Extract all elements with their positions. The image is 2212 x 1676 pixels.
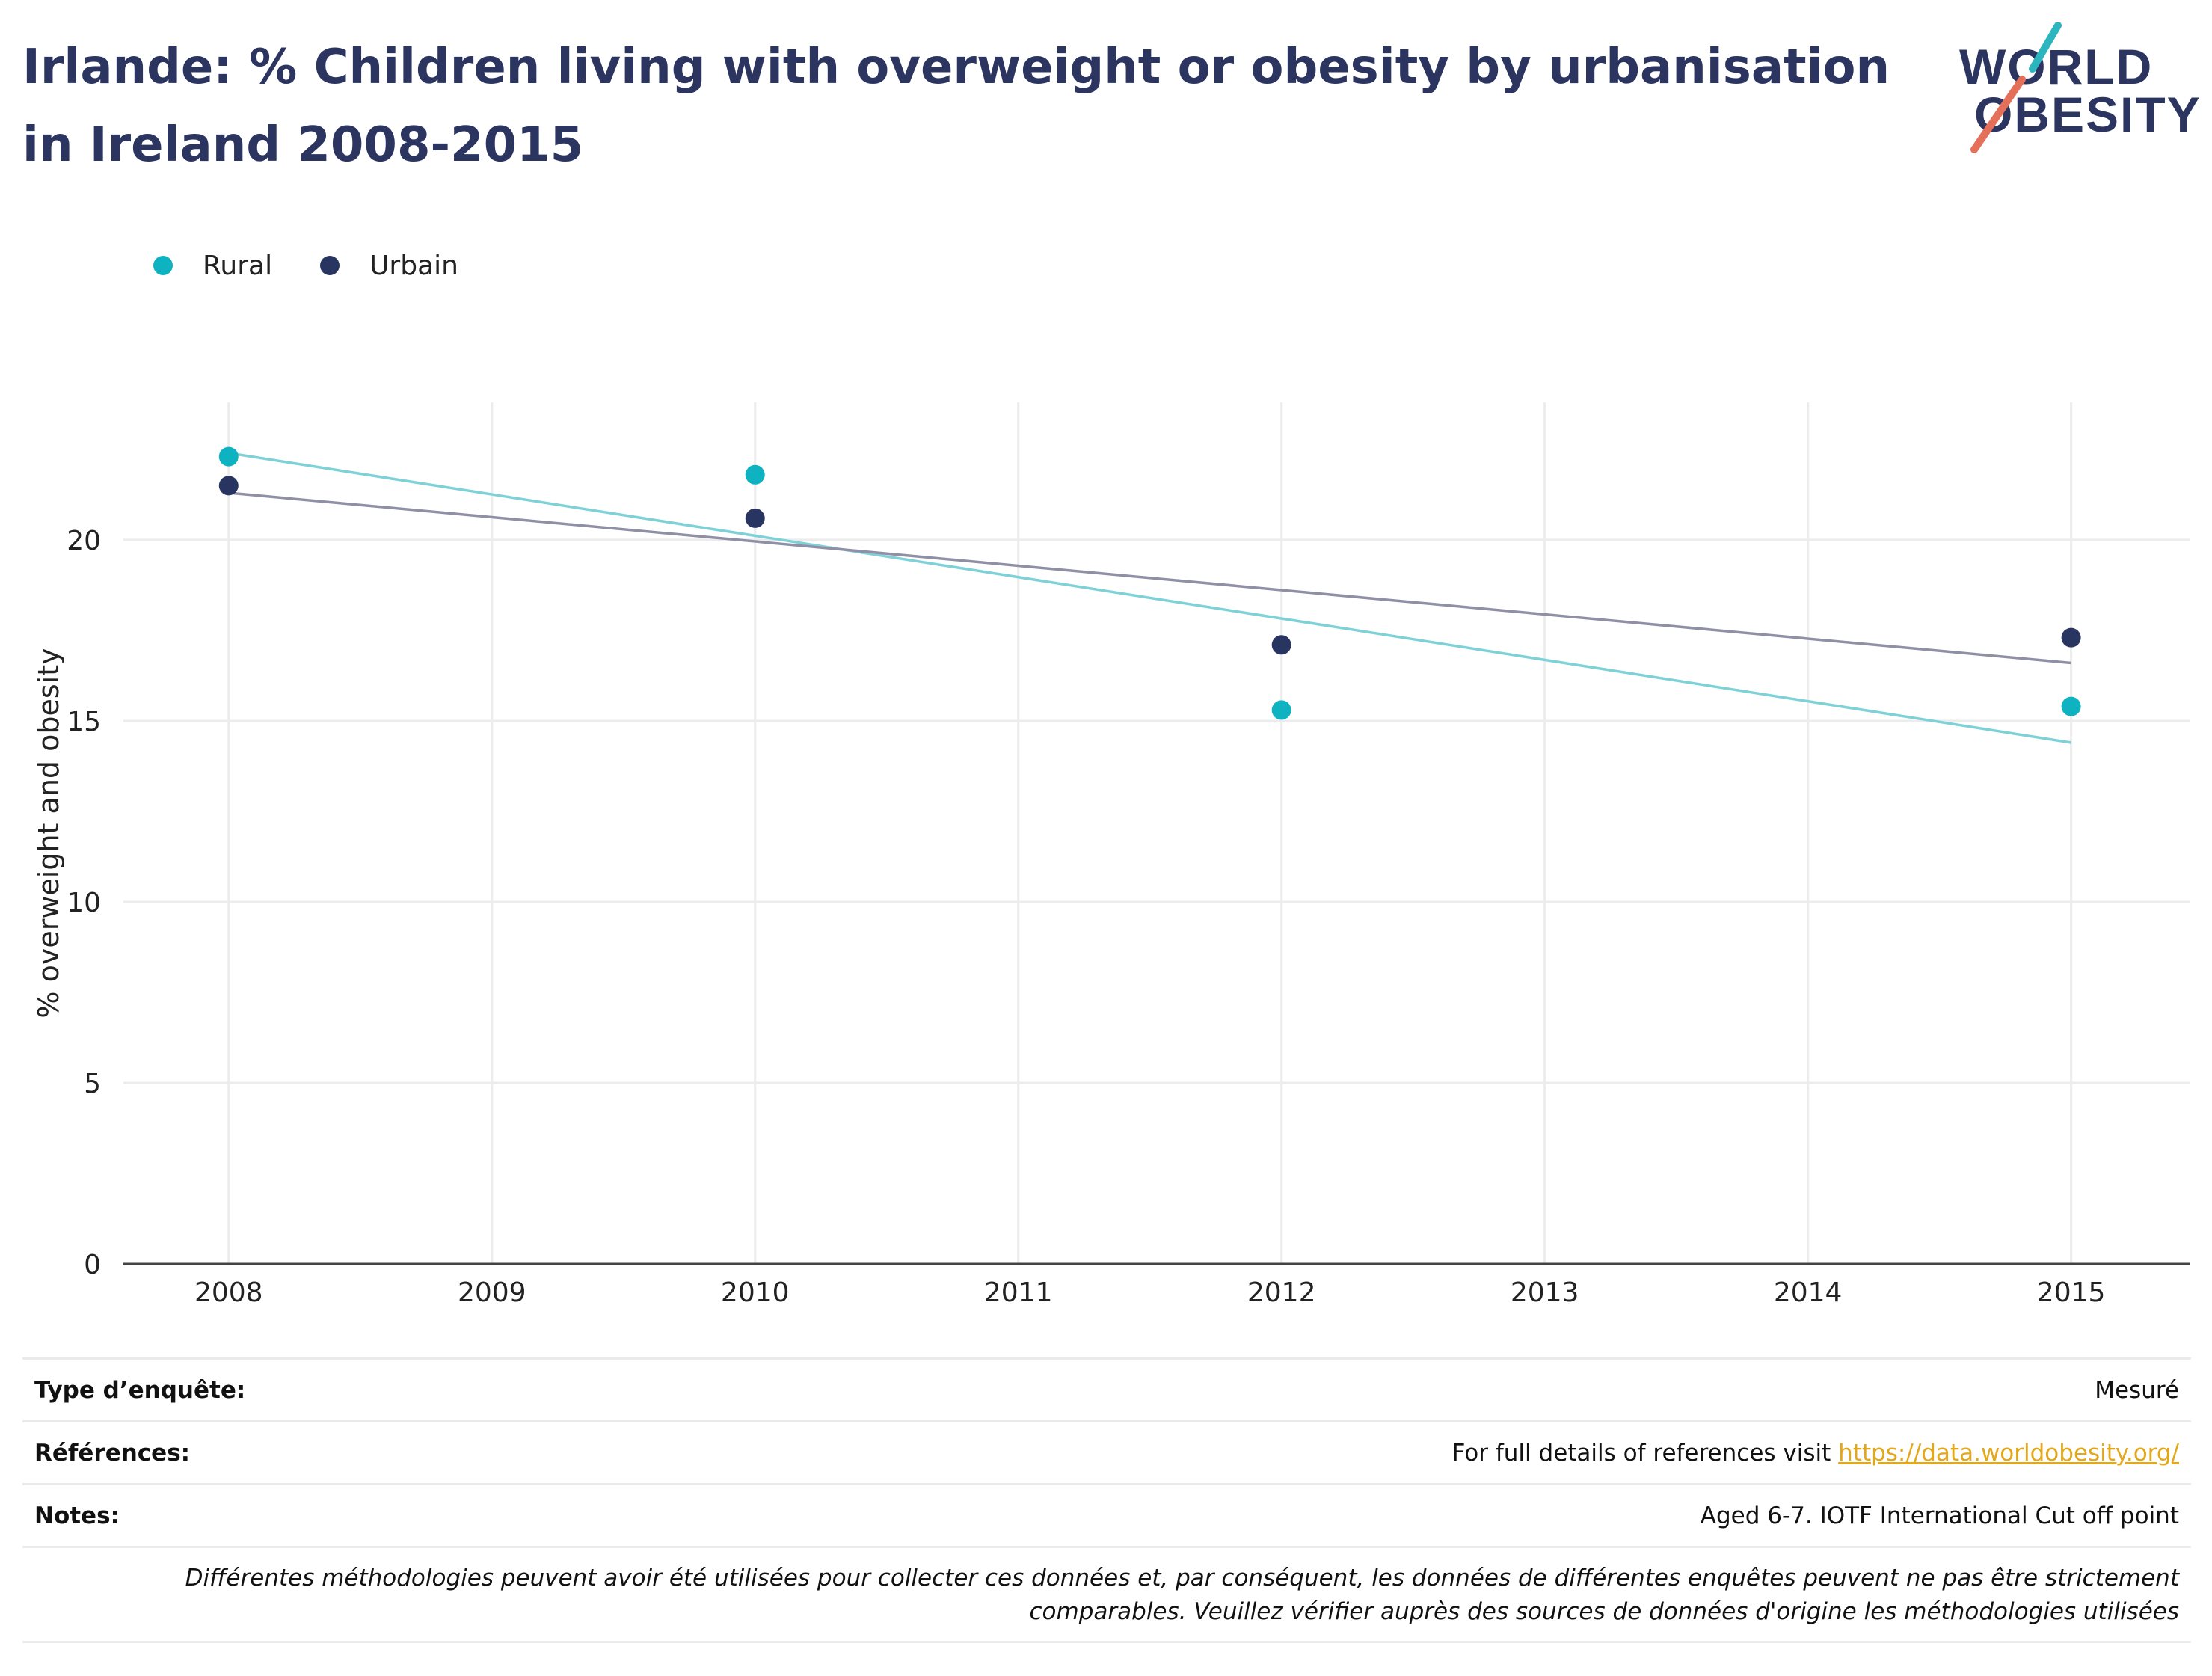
logo-slash-icon [1970,22,2062,153]
data-point-urbain [218,476,239,496]
legend-item-rural[interactable]: Rural [153,251,272,281]
scatter-chart: 2008 2009 2010 2011 2012 2013 2014 2015 0 5 10 15 20… [32,402,2190,1308]
x-tick-label: 2015 [2037,1277,2106,1308]
disclaimer-line-2: comparables. Veuillez vérifier auprès de… [1029,1598,2179,1625]
x-tick-label: 2010 [721,1277,790,1308]
survey-type-value: Mesuré [2095,1376,2179,1404]
footer-row-notes: Notes: Aged 6-7. IOTF International Cut … [22,1483,2191,1546]
x-tick-label: 2013 [1511,1277,1579,1308]
trend-line-urbain [228,491,2071,665]
chart-legend: Rural Urbain [153,247,506,284]
disclaimer-line-1: Différentes méthodologies peuvent avoir … [185,1565,2179,1591]
chart-title: Irlande: % Children living with overweig… [22,40,1890,173]
logo-word-world: WORLD [1959,39,2154,94]
data-point-rural [745,464,765,485]
references-label: Références: [34,1439,191,1467]
data-point-rural [2061,696,2081,716]
data-point-rural [1271,700,1291,720]
legend-marker-urbain [320,256,340,275]
footer-row-survey-type: Type d’enquête: Mesuré [22,1357,2191,1420]
y-tick-label: 15 [67,707,101,737]
data-point-rural [218,446,239,467]
y-axis-label: % overweight and obesity [32,648,65,1018]
trend-line-rural [228,452,2071,744]
legend-label-rural: Rural [203,250,273,281]
references-value: For full details of references visit htt… [1452,1440,2179,1467]
x-tick-label: 2014 [1774,1277,1843,1308]
y-tick-label: 20 [67,526,101,556]
notes-value: Aged 6-7. IOTF International Cut off poi… [1700,1502,2179,1529]
x-tick-label: 2009 [458,1277,526,1308]
data-point-urbain [745,508,765,528]
x-tick-label: 2011 [984,1277,1053,1308]
references-link[interactable]: https://data.worldobesity.org/ [1838,1439,2179,1467]
notes-label: Notes: [34,1502,120,1529]
chart-footer: Type d’enquête: Mesuré Références: For f… [22,1357,2191,1643]
methodology-disclaimer: Différentes méthodologies peuvent avoir … [22,1546,2191,1643]
world-obesity-logo: WORLD OBESITY [1944,22,2200,157]
data-point-urbain [2061,627,2081,648]
legend-marker-rural [153,256,173,275]
y-tick-label: 10 [67,888,101,918]
x-tick-label: 2008 [194,1277,263,1308]
legend-item-urbain[interactable]: Urbain [320,251,458,281]
references-text: For full details of references visit [1451,1439,1839,1467]
legend-label-urbain: Urbain [369,250,458,281]
footer-row-references: Références: For full details of referenc… [22,1420,2191,1483]
survey-type-label: Type d’enquête: [34,1376,246,1404]
data-point-urbain [1271,635,1291,655]
x-tick-label: 2012 [1247,1277,1316,1308]
y-tick-label: 5 [84,1069,101,1099]
y-tick-label: 0 [84,1250,101,1280]
